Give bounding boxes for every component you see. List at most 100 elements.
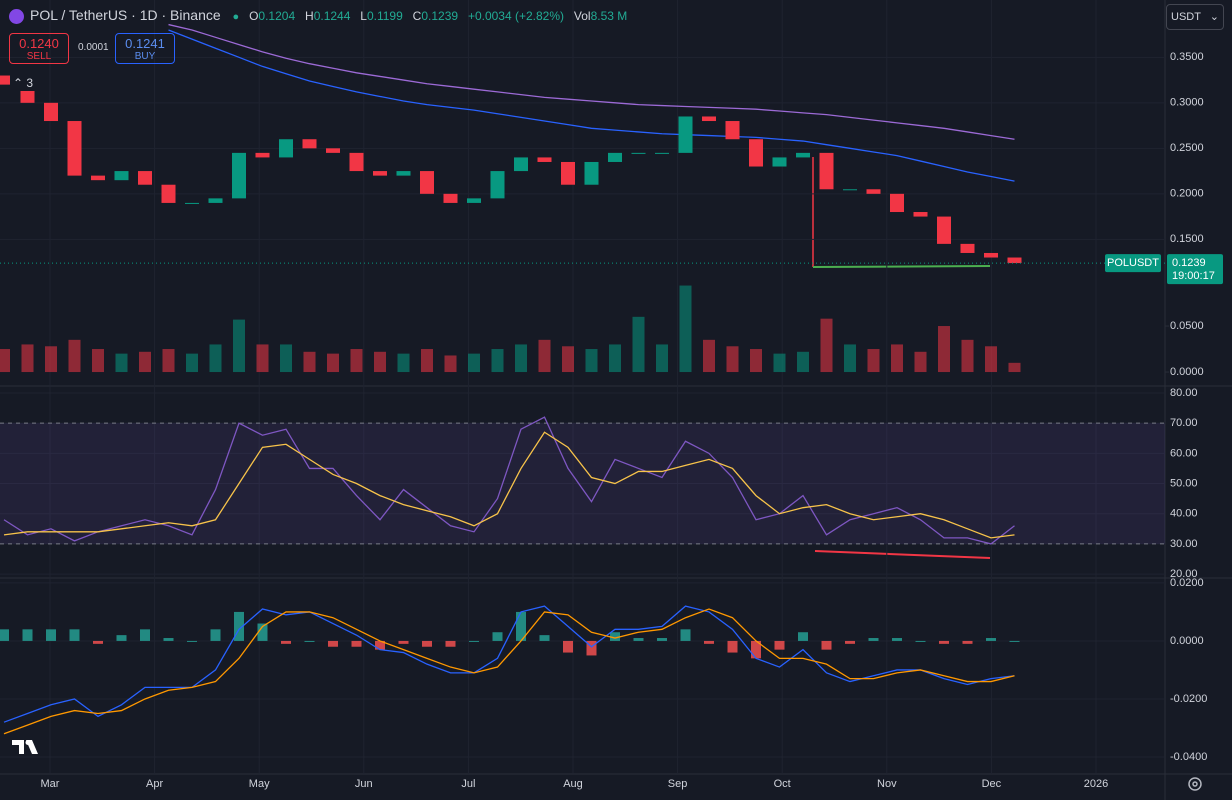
candle — [396, 171, 411, 176]
y-tick-label: 0.0000 — [1170, 635, 1204, 647]
y-tick-label: 0.2500 — [1170, 142, 1204, 154]
divergence-line — [814, 550, 991, 559]
x-tick-label: Aug — [563, 778, 583, 790]
candle — [608, 152, 622, 162]
histogram-bar — [187, 640, 197, 642]
histogram-bar — [234, 611, 244, 641]
y-tick-label: 30.00 — [1170, 538, 1198, 550]
settings-icon[interactable] — [1188, 777, 1202, 791]
histogram-bar — [633, 638, 644, 641]
histogram-bar — [0, 629, 9, 641]
y-tick-label: -0.0400 — [1170, 751, 1207, 763]
volume-bar — [45, 346, 57, 373]
histogram-bar — [610, 632, 620, 641]
volume-bar — [726, 346, 739, 373]
volume-bar — [92, 349, 104, 373]
y-tick-label: 0.0000 — [1170, 366, 1204, 378]
sell-price: 0.1240 — [19, 36, 59, 51]
ohlc-key: L — [360, 9, 367, 23]
support-line — [812, 265, 991, 268]
buy-label: BUY — [134, 51, 156, 62]
candle — [114, 171, 129, 181]
y-tick-label: 0.1500 — [1170, 233, 1204, 245]
candle — [702, 116, 716, 122]
y-tick-label: 80.00 — [1170, 387, 1198, 399]
candle — [890, 193, 904, 213]
histogram-bar — [774, 640, 785, 650]
buy-price: 0.1241 — [125, 36, 165, 51]
histogram-bar — [986, 638, 996, 641]
currency-select[interactable]: USDT ⌄ — [1166, 4, 1224, 30]
histogram-bar — [1009, 640, 1020, 642]
indicator-count: 3 — [26, 76, 34, 90]
volume-bar — [115, 353, 128, 373]
candle — [819, 152, 834, 190]
x-tick-label: May — [249, 778, 270, 790]
histogram-bar — [351, 640, 362, 647]
volume-bar — [68, 339, 81, 373]
symbol-title[interactable]: POL / TetherUS · 1D · Binance — [30, 7, 221, 23]
histogram-bar — [845, 640, 855, 644]
candle — [0, 75, 11, 85]
x-tick-label: Oct — [774, 778, 791, 790]
y-tick-label: 60.00 — [1170, 447, 1198, 459]
sell-button[interactable]: 0.1240 SELL — [9, 33, 69, 64]
volume-bar — [21, 344, 34, 373]
histogram-bar — [398, 640, 409, 644]
price-tag — [1167, 254, 1223, 285]
y-tick-label: 0.0500 — [1170, 320, 1204, 332]
candle — [443, 193, 458, 203]
volume-bar — [139, 351, 151, 373]
x-tick-label: Sep — [668, 778, 688, 790]
volume-bar — [209, 344, 222, 373]
market-status: ● — [232, 11, 240, 23]
histogram-bar — [328, 640, 338, 647]
histogram-bar — [422, 640, 432, 647]
ohlc-key: C — [412, 9, 422, 23]
histogram-bar — [69, 629, 80, 641]
y-tick-label: -0.0200 — [1170, 693, 1207, 705]
series-line — [168, 23, 1015, 140]
buy-button[interactable]: 0.1241 BUY — [115, 33, 175, 64]
histogram-bar — [140, 629, 150, 641]
candle — [537, 157, 552, 162]
y-tick-label: 70.00 — [1170, 417, 1198, 429]
volume-bar — [985, 346, 997, 373]
volume-bar — [703, 339, 715, 373]
histogram-bar — [868, 638, 879, 641]
settings-icon-center — [1192, 781, 1198, 787]
histogram-bar — [539, 635, 550, 641]
volume-bar — [609, 344, 621, 373]
candle — [326, 148, 340, 153]
volume-bar — [914, 351, 927, 373]
candle — [960, 243, 975, 253]
volume-bar — [515, 344, 527, 373]
symbol-logo — [9, 9, 24, 24]
volume-bar — [773, 353, 786, 373]
x-tick-label: Dec — [982, 778, 1002, 790]
sell-label: SELL — [26, 51, 52, 62]
volume-bar — [820, 318, 833, 373]
histogram-bar — [798, 632, 808, 641]
currency: USDT — [1171, 11, 1201, 23]
spread: 0.0001 — [78, 42, 109, 53]
candle — [91, 175, 105, 181]
tradingview-logo — [12, 740, 38, 754]
histogram-bar — [821, 640, 832, 650]
y-tick-label: 0.3000 — [1170, 97, 1204, 109]
histogram-bar — [704, 640, 714, 644]
candle — [161, 184, 176, 203]
candle — [796, 152, 810, 158]
series-line — [3, 431, 1015, 539]
candle — [185, 202, 199, 204]
symbol-tag — [1105, 254, 1161, 273]
volume-bar — [938, 326, 950, 373]
volume-bar — [421, 349, 433, 373]
ohlc-value: 0.1239 — [421, 9, 459, 23]
volume-bar — [0, 349, 10, 373]
x-tick-label: 2026 — [1084, 778, 1108, 790]
indicator-toggle[interactable]: ⌃ 3 — [10, 75, 37, 91]
